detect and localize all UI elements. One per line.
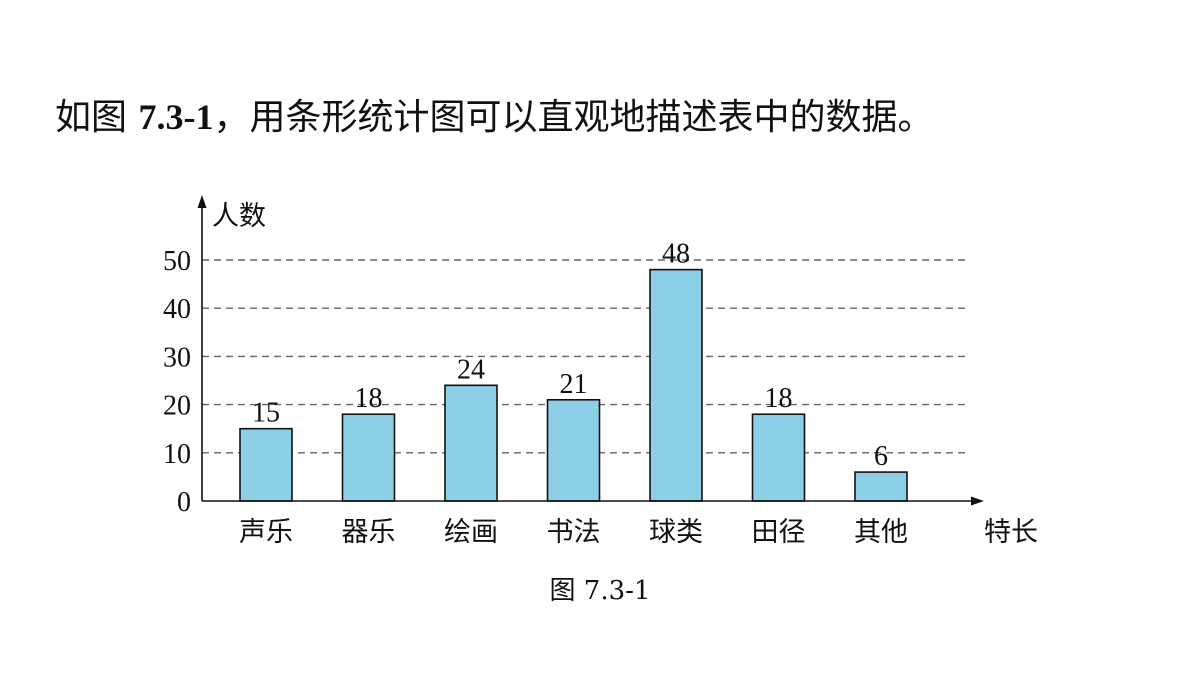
y-tick-label: 50 bbox=[163, 246, 191, 277]
y-tick-label: 40 bbox=[163, 294, 191, 325]
y-tick-label: 0 bbox=[177, 487, 191, 518]
heading-suffix: ，用条形统计图可以直观地描述表中的数据。 bbox=[213, 97, 934, 138]
data-label: 6 bbox=[874, 441, 888, 472]
x-tick-label: 器乐 bbox=[342, 517, 396, 548]
bar bbox=[239, 427, 293, 502]
data-label: 15 bbox=[252, 398, 280, 429]
x-axis-title: 特长 bbox=[984, 517, 1038, 548]
y-axis-arrow bbox=[197, 195, 207, 208]
data-label: 21 bbox=[560, 369, 588, 400]
y-tick-label: 10 bbox=[163, 439, 191, 470]
bar bbox=[751, 413, 806, 502]
figure-caption: 图 7.3-1 bbox=[549, 576, 651, 606]
data-label: 18 bbox=[765, 383, 793, 414]
heading-prefix: 如图 bbox=[55, 97, 139, 138]
x-tick-labels: 声乐 器乐 绘画 书法 球类 田径 其他 bbox=[239, 517, 908, 548]
bar bbox=[444, 384, 498, 502]
y-axis-title: 人数 bbox=[212, 201, 266, 232]
data-label: 48 bbox=[662, 239, 690, 270]
data-label: 24 bbox=[457, 354, 485, 385]
y-tick-labels: 0 10 20 30 40 50 bbox=[163, 246, 191, 518]
x-tick-label: 球类 bbox=[649, 517, 703, 548]
x-tick-label: 绘画 bbox=[444, 517, 498, 548]
bar bbox=[341, 413, 396, 502]
data-label: 18 bbox=[355, 383, 383, 414]
x-tick-label: 田径 bbox=[752, 517, 806, 548]
x-tick-label: 其他 bbox=[854, 517, 908, 548]
bar bbox=[546, 398, 601, 502]
heading-figure-ref: 7.3-1 bbox=[138, 97, 214, 137]
x-tick-label: 书法 bbox=[547, 517, 601, 548]
bar bbox=[854, 471, 908, 502]
bar bbox=[649, 268, 703, 502]
bars bbox=[239, 268, 908, 502]
x-axis-arrow bbox=[971, 496, 984, 506]
y-tick-label: 20 bbox=[163, 391, 191, 422]
x-tick-label: 声乐 bbox=[239, 517, 293, 548]
data-labels: 15 18 24 21 48 18 6 bbox=[252, 239, 888, 472]
gridlines bbox=[202, 259, 968, 454]
y-tick-label: 30 bbox=[163, 342, 191, 373]
page-heading: 如图 7.3-1，用条形统计图可以直观地描述表中的数据。 bbox=[55, 88, 933, 140]
